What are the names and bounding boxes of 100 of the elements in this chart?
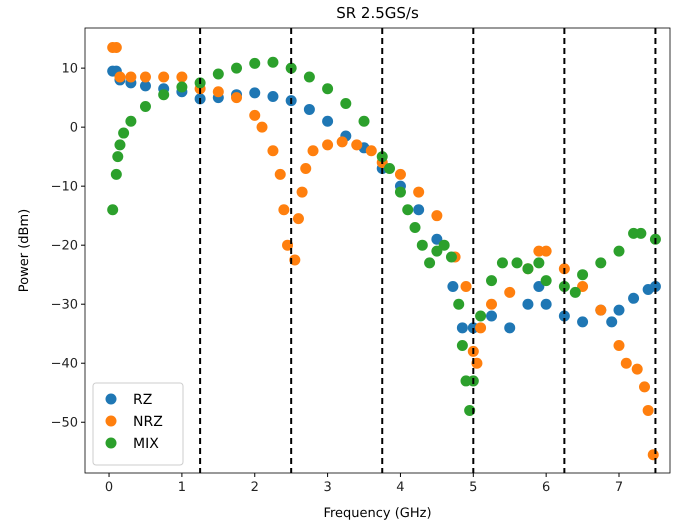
- point: [114, 71, 126, 82]
- point: [176, 82, 188, 93]
- point: [110, 168, 122, 180]
- point: [322, 139, 334, 150]
- x-tick-label: 1: [178, 480, 186, 495]
- y-tick-label: −50: [50, 416, 78, 431]
- point: [249, 110, 260, 121]
- point: [504, 286, 516, 298]
- point: [413, 186, 424, 198]
- point: [413, 204, 424, 216]
- point: [475, 322, 486, 334]
- point: [614, 304, 625, 316]
- point: [416, 240, 428, 251]
- point: [292, 213, 304, 224]
- point: [424, 257, 436, 268]
- point: [267, 145, 278, 156]
- point: [447, 281, 458, 292]
- point: [446, 251, 457, 262]
- point: [460, 281, 472, 292]
- y-axis-title: Power (dBm): [17, 208, 32, 292]
- point: [336, 136, 348, 148]
- point: [496, 257, 508, 268]
- point: [533, 257, 544, 268]
- point: [322, 116, 334, 127]
- point: [125, 116, 136, 127]
- point: [632, 364, 643, 375]
- y-tick-label: −40: [50, 356, 78, 372]
- point: [606, 316, 618, 328]
- point: [212, 68, 224, 80]
- chart-title: SR 2.5GS/s: [336, 4, 419, 22]
- point: [358, 116, 370, 127]
- point: [322, 83, 334, 94]
- legend-label: NRZ: [133, 414, 163, 430]
- x-tick-label: 7: [614, 480, 624, 495]
- point: [274, 168, 286, 180]
- point: [107, 204, 118, 216]
- point: [620, 358, 632, 369]
- point: [118, 128, 130, 139]
- point: [475, 310, 486, 322]
- point: [453, 298, 464, 310]
- point: [595, 257, 606, 268]
- y-tick-label: −20: [50, 238, 78, 254]
- point: [431, 210, 442, 222]
- x-tick-label: 2: [250, 480, 259, 495]
- point: [278, 204, 290, 216]
- y-tick-label: −30: [50, 298, 78, 313]
- point: [512, 257, 523, 268]
- point: [577, 269, 588, 280]
- point: [300, 162, 312, 174]
- x-tick-label: 3: [323, 480, 332, 495]
- point: [384, 162, 396, 174]
- point: [577, 316, 588, 328]
- point: [231, 62, 242, 74]
- point: [456, 322, 468, 334]
- point: [340, 98, 352, 110]
- point: [249, 58, 260, 69]
- point: [570, 286, 581, 298]
- legend-label: MIX: [133, 436, 160, 452]
- y-tick-label: −10: [50, 180, 78, 195]
- point: [282, 240, 294, 251]
- point: [614, 340, 625, 352]
- point: [533, 281, 544, 292]
- point: [304, 71, 315, 82]
- x-tick-label: 6: [542, 480, 550, 495]
- y-tick-label: 0: [70, 120, 78, 136]
- point: [394, 168, 406, 180]
- point: [112, 151, 124, 162]
- point: [158, 71, 170, 82]
- point: [614, 246, 625, 257]
- x-tick-label: 5: [469, 480, 478, 495]
- point: [267, 56, 278, 68]
- point: [351, 139, 362, 150]
- x-tick-label: 4: [396, 480, 405, 495]
- point: [486, 275, 498, 286]
- point: [486, 310, 498, 322]
- point: [140, 71, 151, 82]
- y-tick-label: 10: [61, 62, 78, 77]
- point: [158, 89, 170, 100]
- point: [540, 275, 552, 286]
- point: [304, 104, 315, 115]
- point: [504, 322, 516, 334]
- point: [176, 71, 188, 82]
- point: [394, 186, 406, 198]
- point: [522, 298, 534, 310]
- point: [267, 90, 278, 102]
- point: [642, 404, 654, 416]
- point: [308, 145, 319, 156]
- point: [431, 234, 442, 245]
- point: [140, 100, 151, 112]
- point: [486, 298, 498, 310]
- point: [431, 246, 442, 257]
- point: [366, 145, 377, 156]
- point: [438, 240, 450, 251]
- point: [639, 381, 650, 392]
- point: [456, 340, 468, 352]
- point: [402, 204, 414, 216]
- point: [256, 122, 268, 133]
- point: [296, 186, 308, 198]
- point: [628, 292, 640, 304]
- point: [540, 298, 552, 310]
